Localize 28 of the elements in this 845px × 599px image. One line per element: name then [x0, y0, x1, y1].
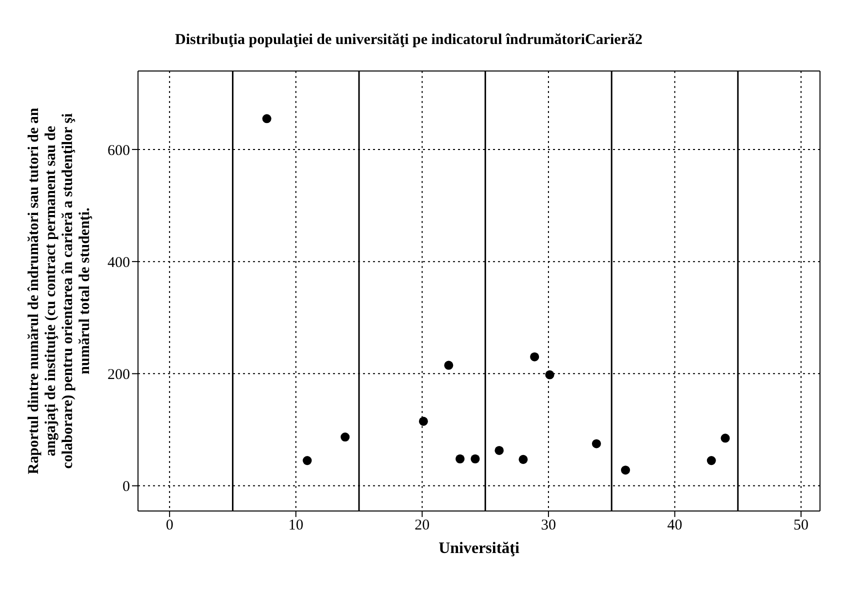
x-tick-label: 40	[667, 518, 682, 534]
y-axis-title: Raportul dintre numărul de îndrumători sau tutori de an angajaţi de instituţie (cu contract permanent sau de colaborare) pentru orientarea în carieră a studenţilor şi numărul total de studenţi.	[26, 107, 93, 474]
point	[302, 456, 312, 466]
point	[530, 352, 540, 362]
point	[720, 434, 730, 443]
point	[592, 439, 601, 448]
point	[456, 454, 465, 464]
y-tick-label: 400	[108, 254, 130, 271]
x-tick-label: 50	[794, 518, 809, 534]
point	[470, 454, 480, 464]
point	[262, 114, 272, 124]
x-tick-label: 30	[540, 518, 556, 534]
x-tick-label: 20	[414, 518, 430, 534]
point	[418, 416, 428, 426]
y-tick-label: 600	[108, 142, 130, 159]
point	[620, 466, 630, 475]
point	[706, 456, 716, 466]
chart-title: Distribuţia populaţiei de universităţi pe indicatorul îndrumătoriCarieră2	[175, 32, 642, 49]
y-tick-label: 0	[122, 479, 130, 496]
y-tick-label: 200	[108, 367, 130, 383]
point	[444, 360, 454, 370]
point	[545, 370, 554, 380]
x-tick-label: 10	[288, 518, 304, 534]
point	[494, 446, 504, 455]
x-axis-title: Universităţi	[438, 540, 520, 557]
x-tick-label: 0	[166, 518, 174, 534]
point	[340, 432, 350, 442]
point	[518, 454, 528, 464]
